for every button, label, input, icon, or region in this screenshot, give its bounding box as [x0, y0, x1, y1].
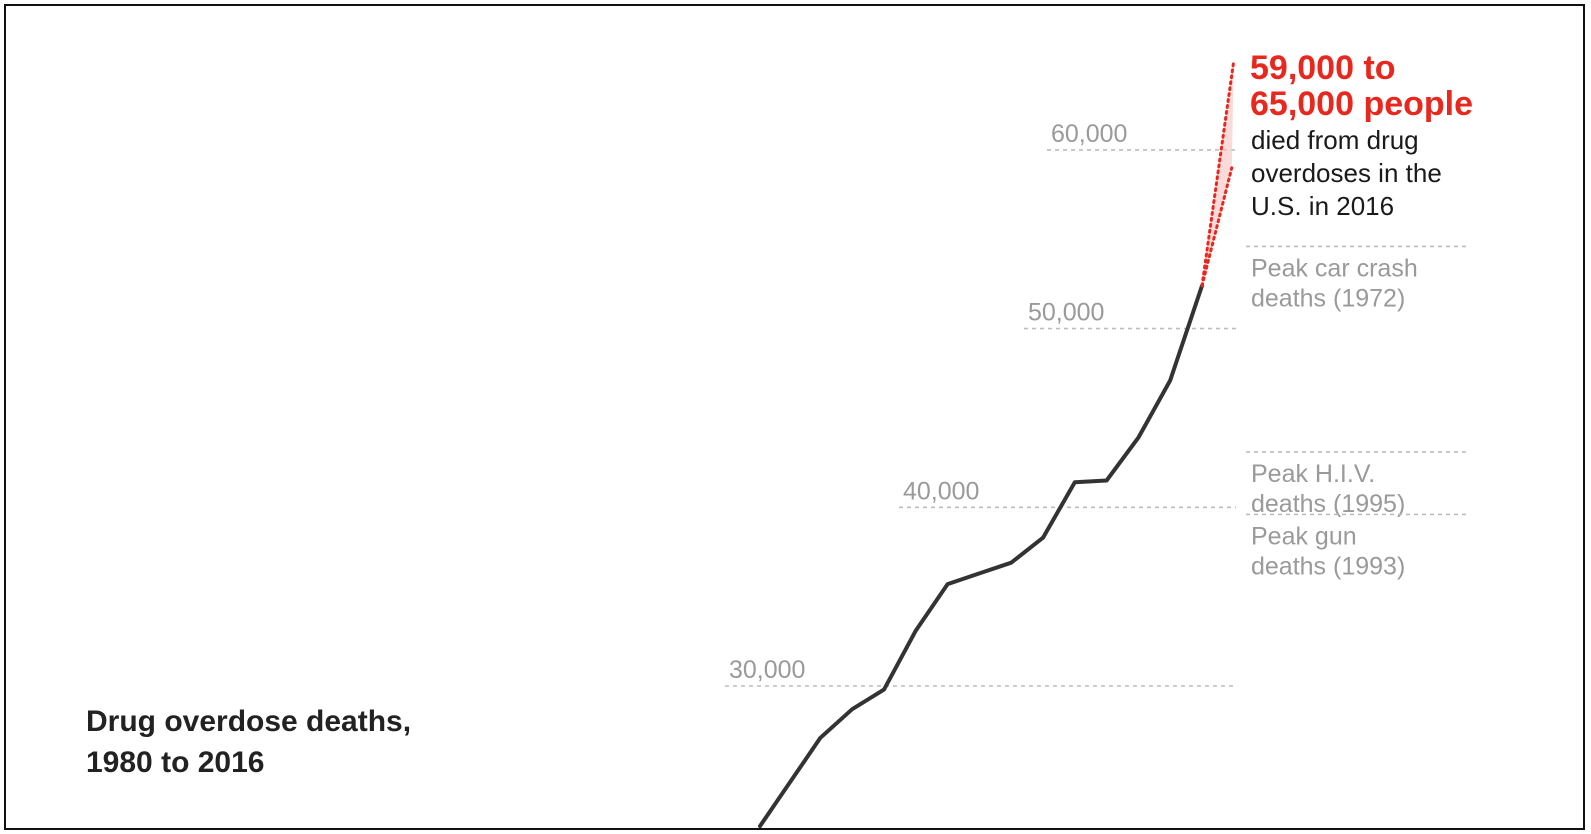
y-tick-labels: 30,000 40,000 50,000 60,000	[729, 120, 1127, 684]
tick-label-40000: 40,000	[903, 477, 979, 505]
estimate-2016	[1200, 59, 1236, 288]
callout-headline-line-1: 59,000 to	[1250, 49, 1396, 87]
series-group	[758, 283, 1204, 828]
chart-title-line-1: Drug overdose deaths,	[86, 705, 411, 738]
tick-label-50000: 50,000	[1028, 299, 1104, 327]
estimate-low-line	[1200, 166, 1234, 288]
y-gridlines	[725, 149, 1236, 687]
reference-label-1-line-2: deaths (1972)	[1251, 284, 1405, 312]
reference-label-2-line-1: Peak H.I.V.	[1251, 460, 1375, 488]
reference-label-3-line-1: Peak gun	[1251, 522, 1357, 550]
callout-body-line-1: died from drug	[1251, 125, 1419, 155]
series-line	[758, 283, 1204, 828]
chart-frame: 30,000 40,000 50,000 60,000 Peak car crash d…	[4, 4, 1585, 830]
callout-body-line-2: overdoses in the	[1251, 158, 1442, 188]
callout-body-line-3: U.S. in 2016	[1251, 191, 1394, 221]
reference-label-3-line-2: deaths (1993)	[1251, 552, 1405, 580]
chart-title-group: Drug overdose deaths, 1980 to 2016	[86, 705, 411, 779]
chart-title-line-2: 1980 to 2016	[86, 746, 264, 779]
callout-headline-line-2: 65,000 people	[1250, 85, 1473, 123]
reference-label-1-line-1: Peak car crash	[1251, 254, 1418, 282]
tick-label-60000: 60,000	[1051, 120, 1127, 148]
estimate-high-line	[1200, 59, 1236, 288]
reference-label-2-line-2: deaths (1995)	[1251, 490, 1405, 518]
tick-label-30000: 30,000	[729, 656, 805, 684]
